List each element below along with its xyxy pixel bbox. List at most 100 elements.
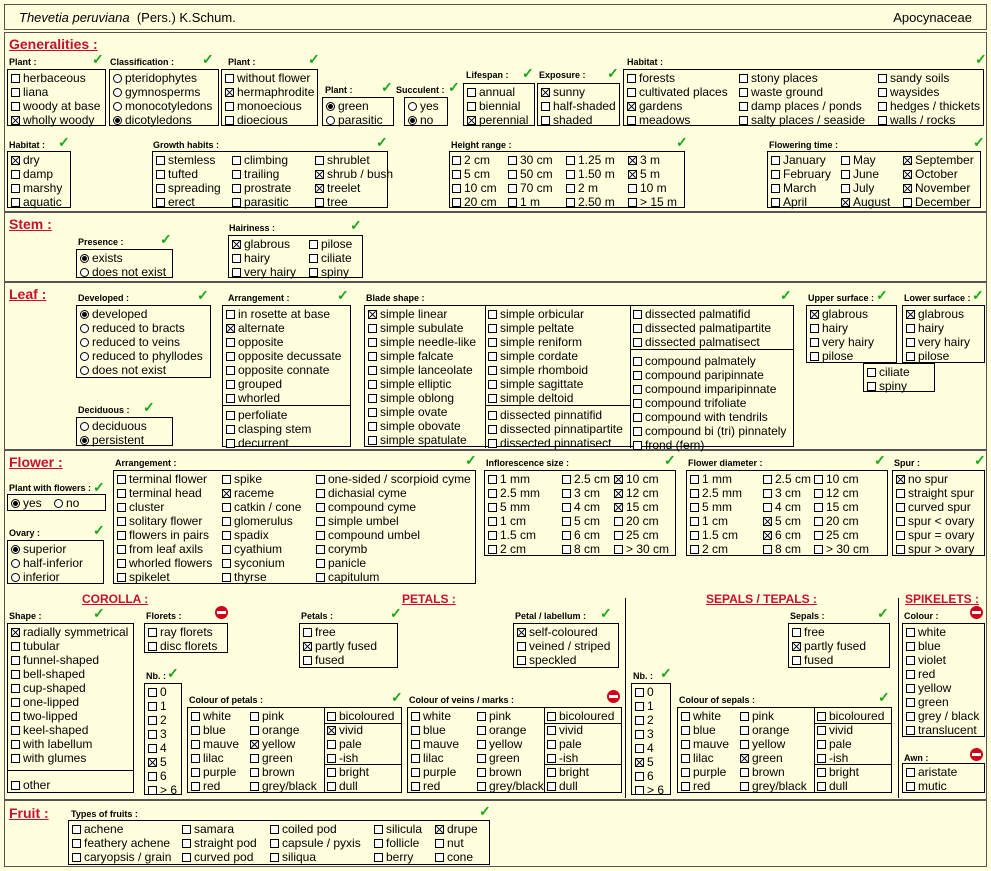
checkbox[interactable]	[906, 324, 915, 333]
sepal-colour-option[interactable]: brown	[740, 765, 785, 779]
corolla-shape-option[interactable]: keel-shaped	[11, 723, 88, 737]
flowering-option[interactable]: January	[771, 153, 826, 167]
checkbox[interactable]	[303, 628, 312, 637]
checkbox[interactable]	[309, 268, 318, 277]
lower-option[interactable]: pilose	[906, 349, 949, 363]
checkbox[interactable]	[435, 853, 444, 862]
checkbox[interactable]	[878, 74, 887, 83]
checkbox[interactable]	[763, 517, 772, 526]
checkbox[interactable]	[541, 88, 550, 97]
checkbox[interactable]	[232, 240, 241, 249]
petal-colour-option[interactable]: pale	[327, 737, 362, 751]
petal-labellum-option[interactable]: veined / striped	[517, 639, 610, 653]
petal-colour-option[interactable]: brown	[250, 765, 295, 779]
radio[interactable]	[80, 338, 89, 347]
checkbox[interactable]	[771, 156, 780, 165]
flowering-option[interactable]: June	[841, 167, 879, 181]
blade-option[interactable]: simple ovate	[368, 405, 447, 419]
checkbox[interactable]	[117, 503, 126, 512]
classification-option[interactable]: monocotyledons	[113, 99, 212, 113]
checkbox[interactable]	[226, 366, 235, 375]
checkbox[interactable]	[814, 545, 823, 554]
arrangement-flower-option[interactable]: panicle	[316, 556, 366, 570]
checkbox[interactable]	[11, 628, 20, 637]
checkbox[interactable]	[435, 825, 444, 834]
radio[interactable]	[80, 268, 89, 277]
checkbox[interactable]	[327, 754, 336, 763]
petals-nb-option[interactable]: > 6	[148, 783, 177, 797]
checkbox[interactable]	[316, 559, 325, 568]
height-option[interactable]: 3 m	[628, 153, 660, 167]
blade-option[interactable]: compound paripinnate	[633, 368, 764, 382]
vein-colour-option[interactable]: blue	[411, 723, 446, 737]
checkbox[interactable]	[739, 74, 748, 83]
vein-colour-option[interactable]: purple	[411, 765, 456, 779]
corolla-shape-option[interactable]: with labellum	[11, 737, 92, 751]
sepal-colour-option[interactable]: lilac	[681, 751, 714, 765]
blade-option[interactable]: simple cordate	[488, 349, 578, 363]
arrangement-flower-option[interactable]: dichasial cyme	[316, 486, 407, 500]
hairiness-option[interactable]: hairy	[232, 251, 270, 265]
fruit-types-option[interactable]: caryopsis / grain	[72, 850, 171, 864]
infl-size-option[interactable]: 5 cm	[562, 514, 600, 528]
checkbox[interactable]	[225, 116, 234, 125]
radio[interactable]	[408, 102, 417, 111]
habitat1-option[interactable]: salty places / seaside	[739, 113, 865, 127]
checkbox[interactable]	[411, 726, 420, 735]
fruit-types-option[interactable]: berry	[374, 850, 413, 864]
checkbox[interactable]	[488, 439, 497, 448]
spikelet-colour-option[interactable]: translucent	[906, 723, 977, 737]
checkbox[interactable]	[896, 475, 905, 484]
checkbox[interactable]	[250, 712, 259, 721]
radio[interactable]	[54, 499, 63, 508]
radio[interactable]	[11, 573, 20, 582]
checkbox[interactable]	[222, 559, 231, 568]
checkbox[interactable]	[681, 782, 690, 791]
arrangement-leaf-option[interactable]: opposite decussate	[226, 349, 341, 363]
checkbox[interactable]	[547, 726, 556, 735]
checkbox[interactable]	[771, 198, 780, 207]
checkbox[interactable]	[11, 712, 20, 721]
checkbox[interactable]	[250, 740, 259, 749]
checkbox[interactable]	[226, 324, 235, 333]
vein-colour-option[interactable]: pale	[547, 737, 582, 751]
arrangement-flower-option[interactable]: whorled flowers	[117, 556, 212, 570]
checkbox[interactable]	[117, 545, 126, 554]
petal-colour-option[interactable]: yellow	[250, 737, 295, 751]
checkbox[interactable]	[315, 156, 324, 165]
checkbox[interactable]	[896, 545, 905, 554]
exposure-option[interactable]: half-shaded	[541, 99, 616, 113]
checkbox[interactable]	[368, 352, 377, 361]
infl-size-option[interactable]: 2.5 mm	[488, 486, 540, 500]
arrangement-leaf-option[interactable]: perfoliate	[226, 408, 287, 422]
plant-sex-option[interactable]: dioecious	[225, 113, 288, 127]
checkbox[interactable]	[690, 489, 699, 498]
petals-fusion-option[interactable]: partly fused	[303, 639, 377, 653]
checkbox[interactable]	[547, 754, 556, 763]
checkbox[interactable]	[316, 503, 325, 512]
radio[interactable]	[11, 559, 20, 568]
arrangement-flower-option[interactable]: terminal head	[117, 486, 202, 500]
flower-diam-option[interactable]: 2.5 cm	[763, 472, 811, 486]
checkbox[interactable]	[488, 475, 497, 484]
radio[interactable]	[113, 102, 122, 111]
hairiness-option[interactable]: pilose	[309, 237, 352, 251]
petal-labellum-option[interactable]: speckled	[517, 653, 576, 667]
checkbox[interactable]	[452, 198, 461, 207]
blade-option[interactable]: dissected palmatipartite	[633, 321, 771, 335]
checkbox[interactable]	[368, 436, 377, 445]
checkbox[interactable]	[771, 170, 780, 179]
height-option[interactable]: 1 m	[508, 195, 540, 209]
growth-option[interactable]: treelet	[315, 181, 360, 195]
infl-size-option[interactable]: 10 cm	[614, 472, 659, 486]
checkbox[interactable]	[232, 198, 241, 207]
checkbox[interactable]	[222, 573, 231, 582]
checkbox[interactable]	[316, 517, 325, 526]
petals-fusion-option[interactable]: free	[303, 625, 336, 639]
height-option[interactable]: 1.25 m	[566, 153, 615, 167]
habitat1-option[interactable]: hedges / thickets	[878, 99, 980, 113]
spur-option[interactable]: spur = ovary	[896, 528, 974, 542]
checkbox[interactable]	[222, 503, 231, 512]
height-option[interactable]: 5 m	[628, 167, 660, 181]
awn-option[interactable]: mutic	[906, 779, 947, 793]
